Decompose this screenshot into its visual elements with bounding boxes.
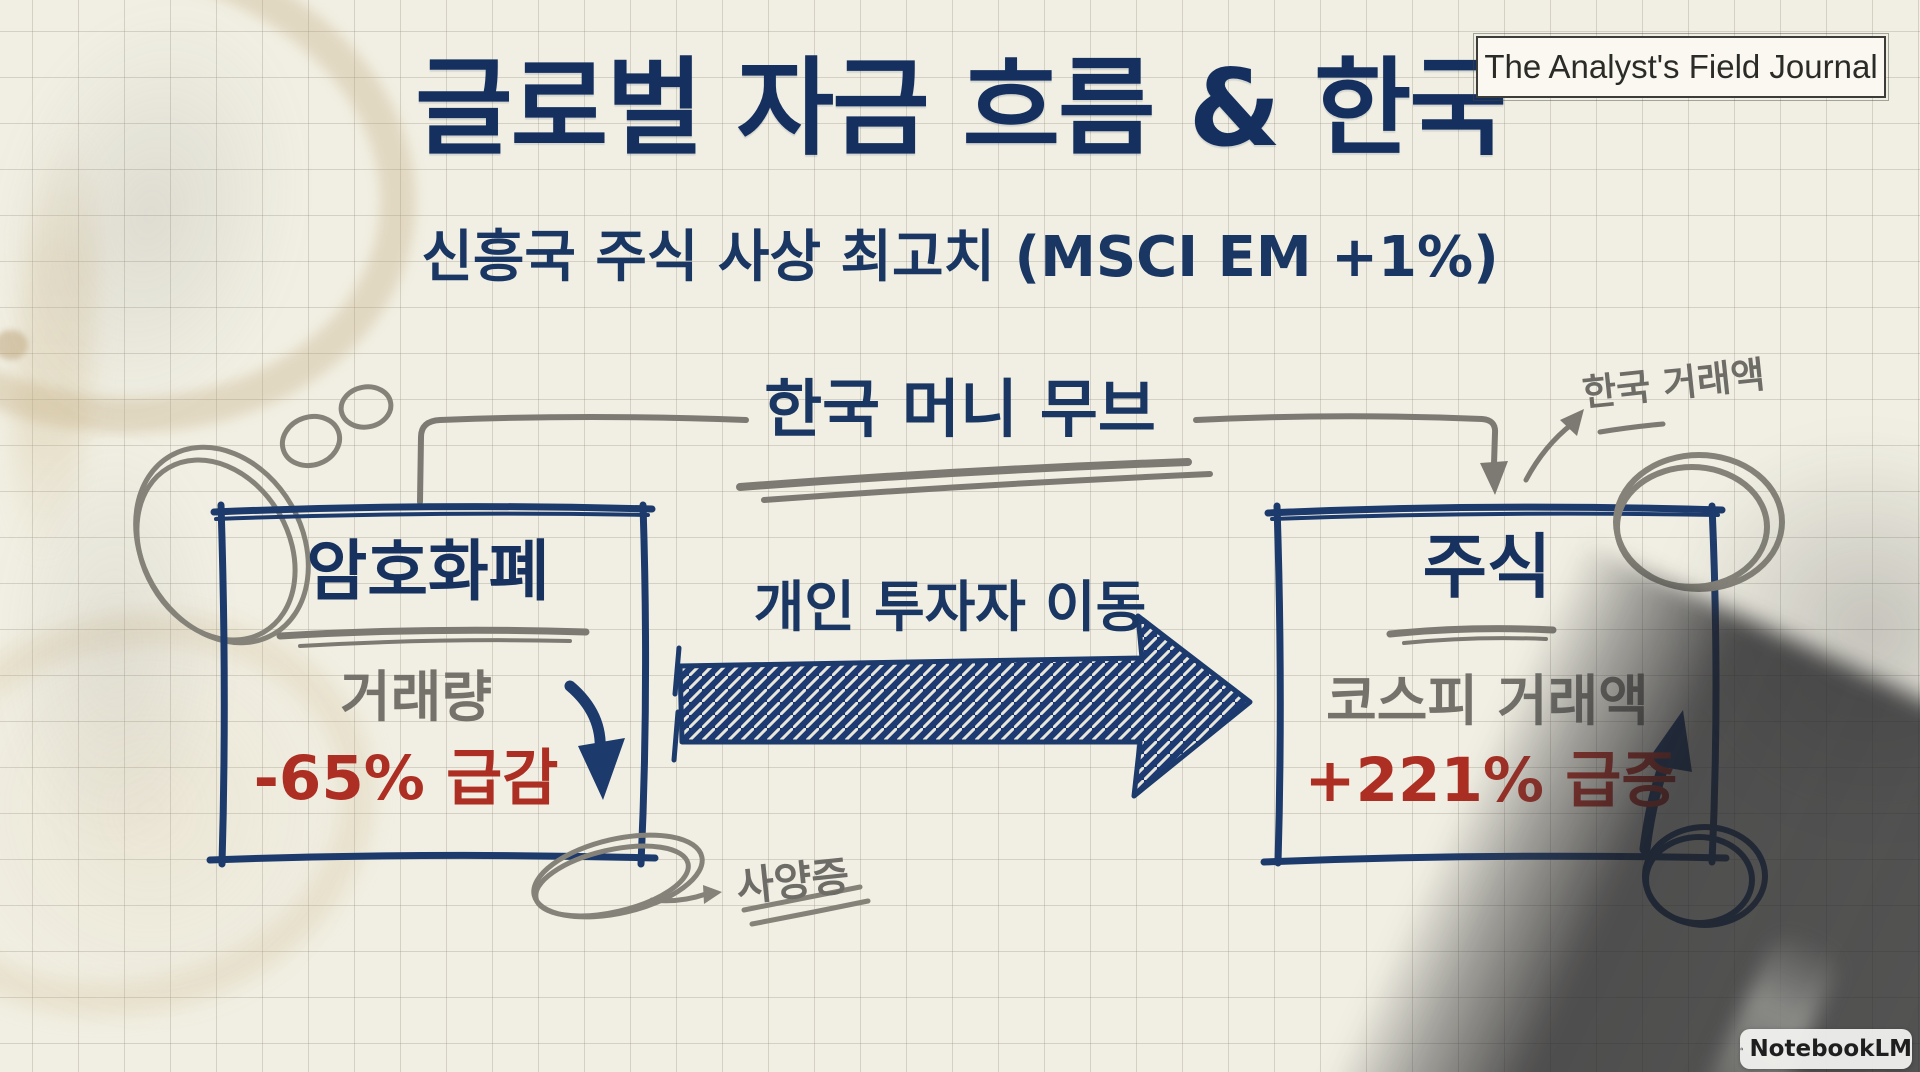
connector-down-arrowhead-icon bbox=[1480, 461, 1508, 495]
crypto-box-metric: 거래량 bbox=[340, 665, 492, 729]
flow-label-underline bbox=[736, 458, 1213, 503]
corner-circle-doodle-navy bbox=[1642, 824, 1768, 928]
annotation-underline-right bbox=[1597, 421, 1666, 435]
note-arrowhead-icon bbox=[703, 885, 722, 904]
flow-arrow-label: 개인 투자자 이동 bbox=[753, 575, 1147, 639]
flow-arrow-icon bbox=[671, 613, 1253, 799]
stock-title-underline bbox=[1386, 625, 1557, 645]
thought-bubble-doodle bbox=[133, 384, 394, 646]
journal-title-badge: The Analyst's Field Journal bbox=[1473, 33, 1889, 101]
flow-section-label: 한국 머니 무브 bbox=[764, 373, 1156, 446]
stock-box-title: 주식 bbox=[1422, 526, 1552, 608]
note-underline bbox=[741, 884, 871, 927]
connector-left-line bbox=[417, 414, 749, 505]
page-subtitle: 신흥국 주식 사상 최고치 (MSCI EM +1%) bbox=[421, 225, 1499, 290]
connector-right-line bbox=[1193, 413, 1499, 467]
page-title: 글로벌 자금 흐름 & 한국 bbox=[415, 47, 1507, 170]
corner-loop-doodle-left bbox=[531, 832, 709, 920]
notebooklm-watermark: NotebookLM bbox=[1740, 1029, 1912, 1069]
crypto-title-underline bbox=[276, 626, 590, 648]
crypto-box-title: 암호화폐 bbox=[306, 533, 550, 610]
annotation-arrow-right bbox=[1523, 409, 1584, 483]
stock-box-metric: 코스피 거래액 bbox=[1326, 669, 1649, 733]
crypto-box-border bbox=[206, 501, 659, 868]
notebooklm-logo-icon bbox=[1740, 1047, 1744, 1051]
journal-title-text: The Analyst's Field Journal bbox=[1484, 48, 1878, 85]
shadow-smudge-right bbox=[0, 430, 230, 860]
stock-box-change: +221% 급증 bbox=[1304, 745, 1678, 816]
notebooklm-label: NotebookLM bbox=[1749, 1036, 1912, 1062]
down-arrow-icon bbox=[564, 680, 625, 800]
crypto-box-change: -65% 급감 bbox=[253, 743, 559, 814]
